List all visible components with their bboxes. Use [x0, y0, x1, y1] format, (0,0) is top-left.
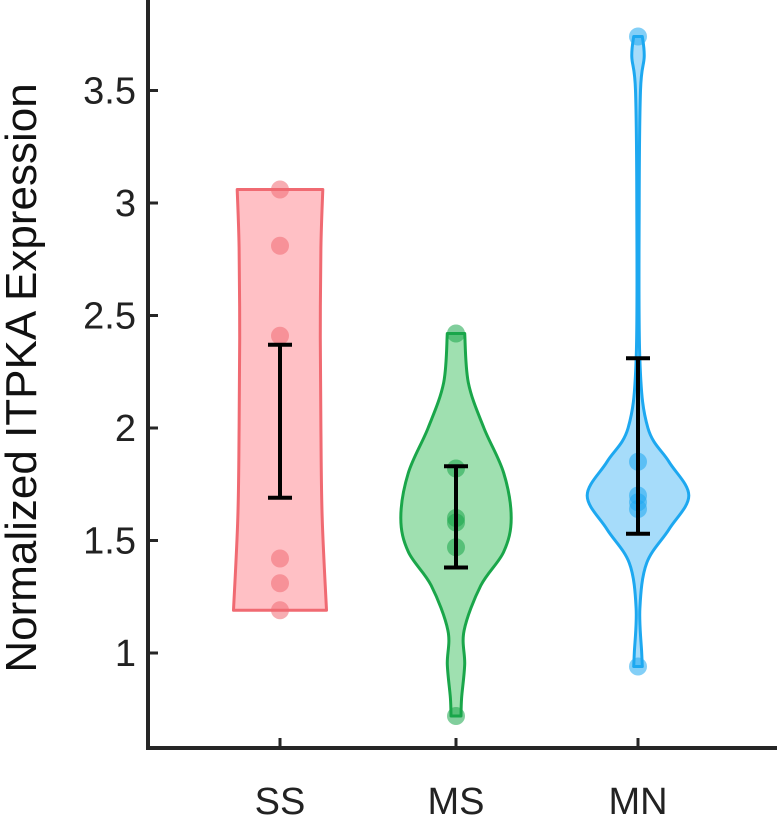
y-tick-label: 3	[115, 183, 136, 225]
data-point	[271, 549, 289, 568]
y-tick-label: 1.5	[83, 521, 136, 563]
data-point	[271, 326, 289, 345]
axes-layer: 1 1.5 2 2.5 3 3.5 SS MS MN	[83, 0, 777, 818]
violin-group-ms	[399, 324, 513, 725]
y-tick-label: 1	[115, 633, 136, 675]
x-tick-label: MS	[428, 781, 485, 818]
violin-shape	[585, 35, 691, 668]
violin-layer	[232, 27, 691, 725]
y-tick-label: 2.5	[83, 296, 136, 338]
data-point	[271, 236, 289, 255]
data-point	[629, 657, 647, 676]
error-bar	[626, 356, 650, 536]
y-axis-title: Normalized ITPKA Expression	[0, 83, 46, 672]
data-point	[629, 27, 647, 46]
violin-group-ss	[232, 180, 328, 620]
data-point	[447, 707, 465, 725]
x-tick-label: MN	[608, 781, 667, 818]
x-tick-label: SS	[255, 781, 306, 818]
error-bar	[268, 342, 292, 500]
data-point	[271, 574, 289, 593]
data-point	[447, 324, 465, 343]
y-tick-label: 2	[115, 408, 136, 450]
error-bar	[444, 464, 468, 570]
violin-group-mn	[585, 27, 691, 676]
data-point	[271, 180, 289, 199]
data-point	[271, 601, 289, 620]
y-tick-label: 3.5	[83, 71, 136, 113]
